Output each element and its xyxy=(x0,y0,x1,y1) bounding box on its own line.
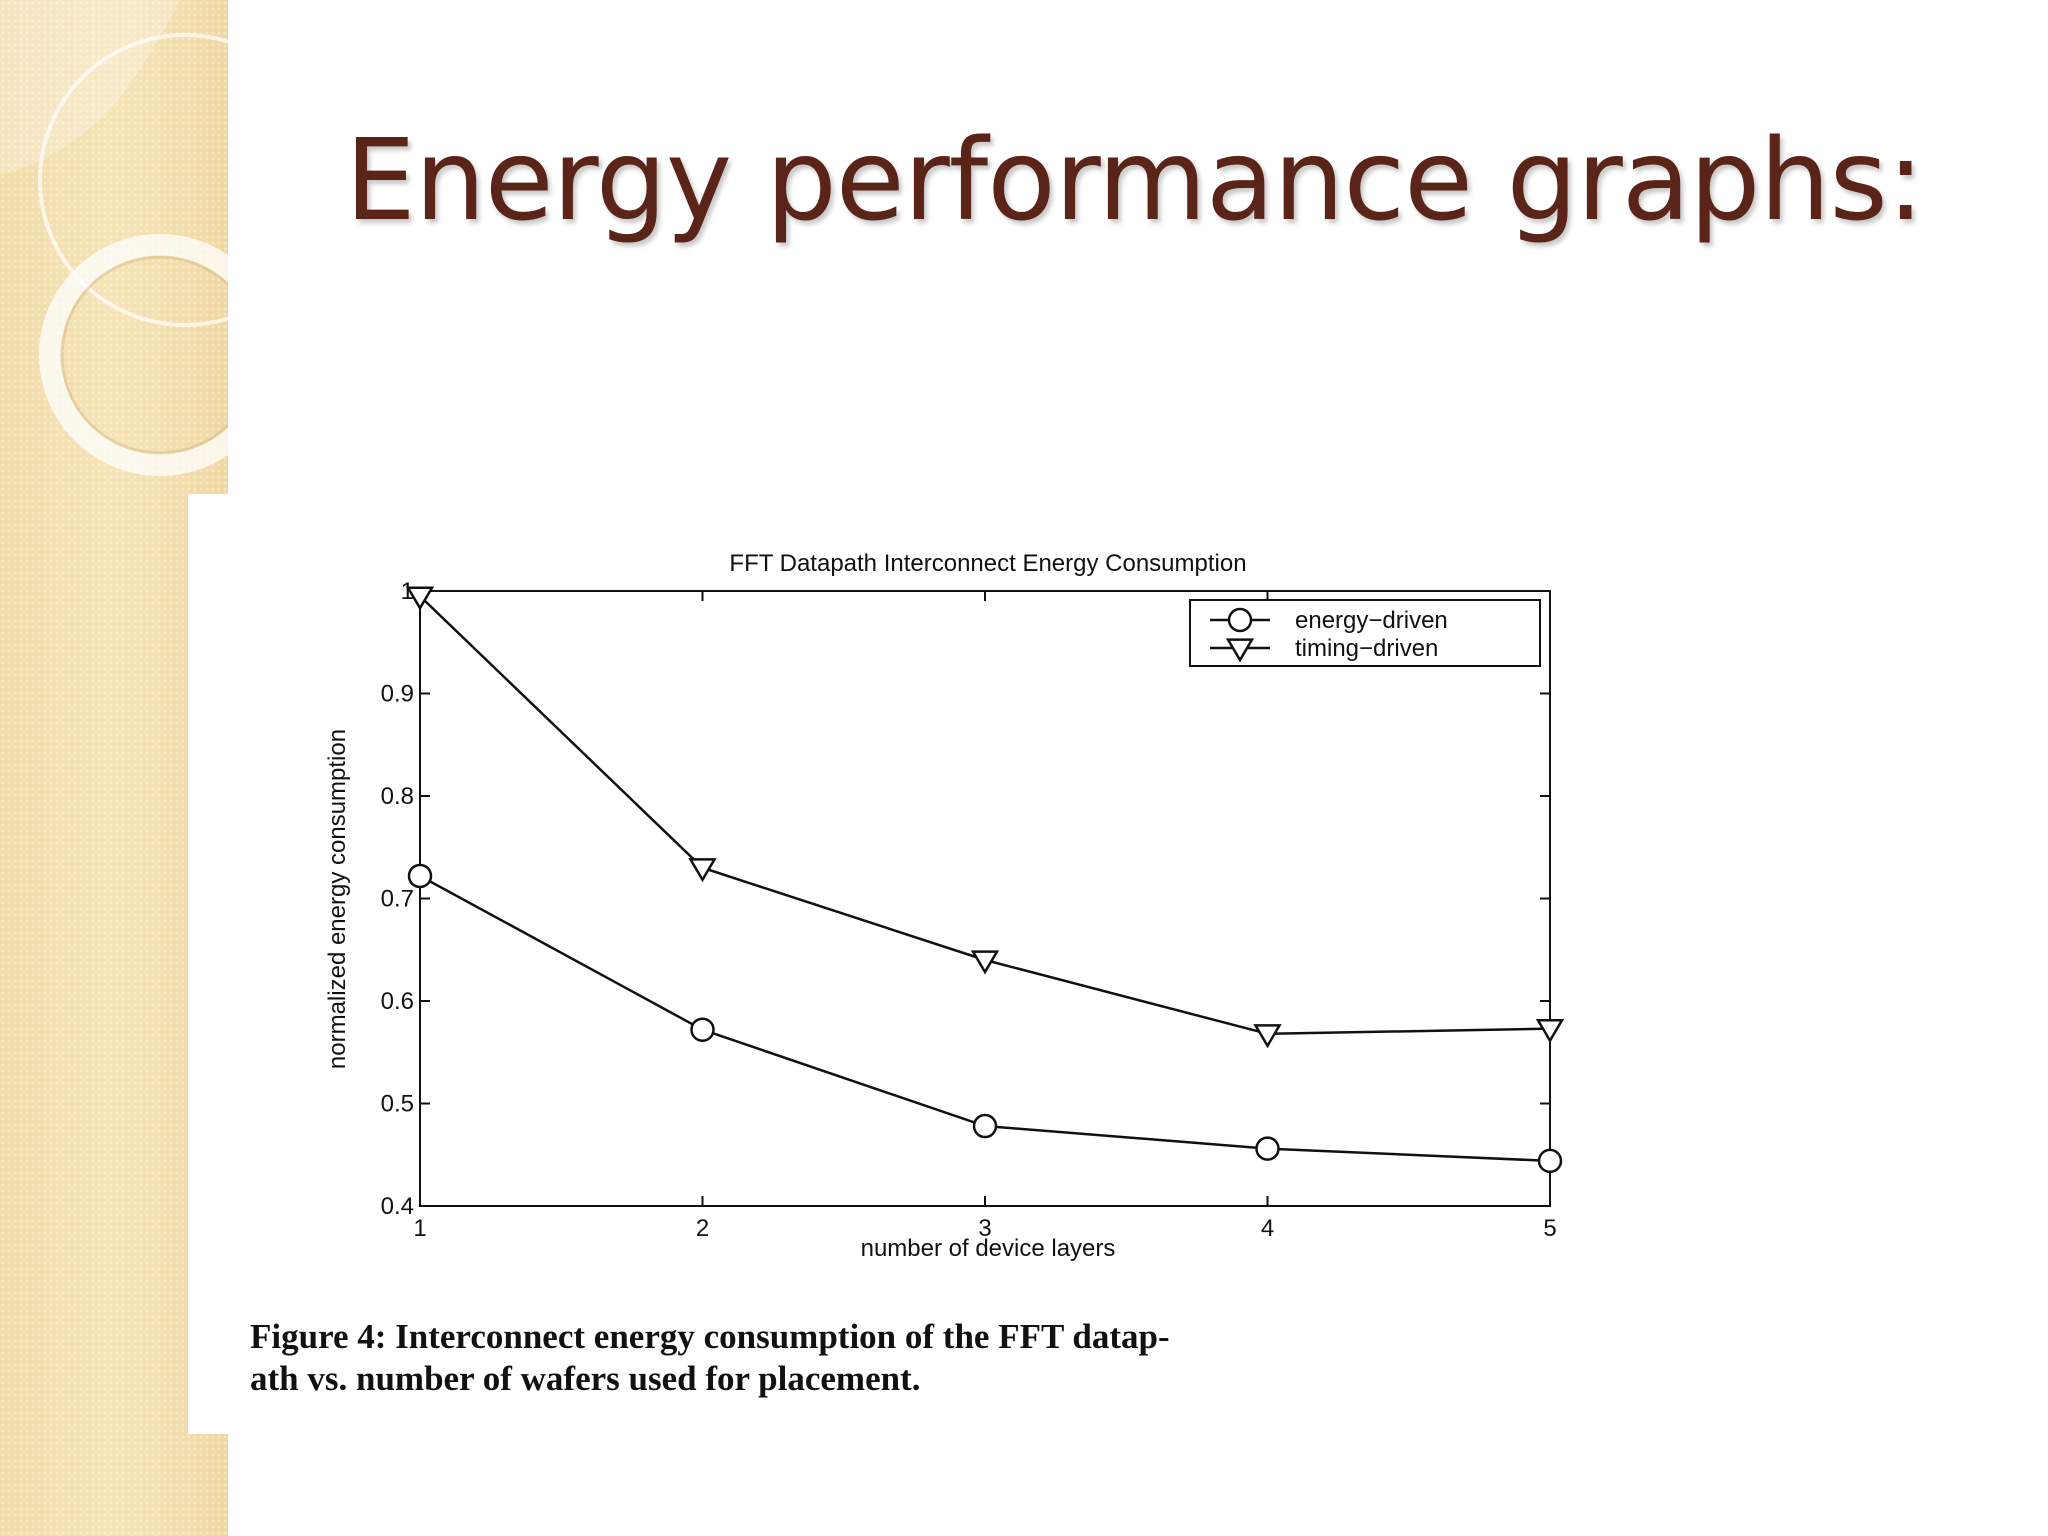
figure-caption-line-2: ath vs. number of wafers used for placem… xyxy=(250,1359,921,1398)
x-axis-label: number of device layers xyxy=(861,1235,1116,1262)
y-tick-label: 1 xyxy=(401,578,414,605)
data-point-series-1 xyxy=(970,950,1000,975)
y-tick-label: 0.4 xyxy=(381,1193,414,1220)
figure-caption: Figure 4: Interconnect energy consumptio… xyxy=(250,1316,1630,1400)
plot-frame xyxy=(419,590,1551,1207)
data-point-series-0 xyxy=(1255,1136,1280,1161)
x-tick-label: 2 xyxy=(696,1215,709,1242)
data-point-series-0 xyxy=(407,863,433,889)
data-point-series-0 xyxy=(1537,1148,1563,1174)
slide-title: Energy performance graphs: xyxy=(345,116,1925,246)
x-tick-label: 3 xyxy=(978,1215,991,1242)
legend-box xyxy=(1189,599,1541,667)
y-tick-label: 0.6 xyxy=(381,988,414,1015)
legend-marker xyxy=(1225,638,1255,663)
y-axis-label: normalized energy consumption xyxy=(324,729,351,1069)
x-tick-label: 4 xyxy=(1261,1215,1274,1242)
figure-caption-line-1: Figure 4: Interconnect energy consumptio… xyxy=(250,1317,1170,1356)
x-tick-label: 5 xyxy=(1543,1215,1556,1242)
legend-marker xyxy=(1227,607,1253,633)
data-point-series-0 xyxy=(690,1017,715,1042)
data-point-series-0 xyxy=(972,1113,998,1139)
y-tick-label: 0.9 xyxy=(381,681,414,708)
legend-label: energy−driven xyxy=(1295,607,1448,634)
x-tick-label: 1 xyxy=(413,1215,426,1242)
y-tick-label: 0.7 xyxy=(381,886,414,913)
figure-panel: FFT Datapath Interconnect Energy Consump… xyxy=(188,494,1660,1434)
chart-title: FFT Datapath Interconnect Energy Consump… xyxy=(729,550,1246,577)
data-point-series-1 xyxy=(1535,1019,1565,1044)
ring-decoration-icon xyxy=(0,0,228,476)
data-point-series-1 xyxy=(688,858,717,883)
data-point-series-1 xyxy=(1253,1024,1282,1049)
y-tick-label: 0.5 xyxy=(381,1091,414,1118)
legend-label: timing−driven xyxy=(1295,635,1438,662)
data-point-series-1 xyxy=(405,586,435,611)
y-tick-label: 0.8 xyxy=(381,783,414,810)
line-chart: FFT Datapath Interconnect Energy Consump… xyxy=(324,550,1565,1262)
